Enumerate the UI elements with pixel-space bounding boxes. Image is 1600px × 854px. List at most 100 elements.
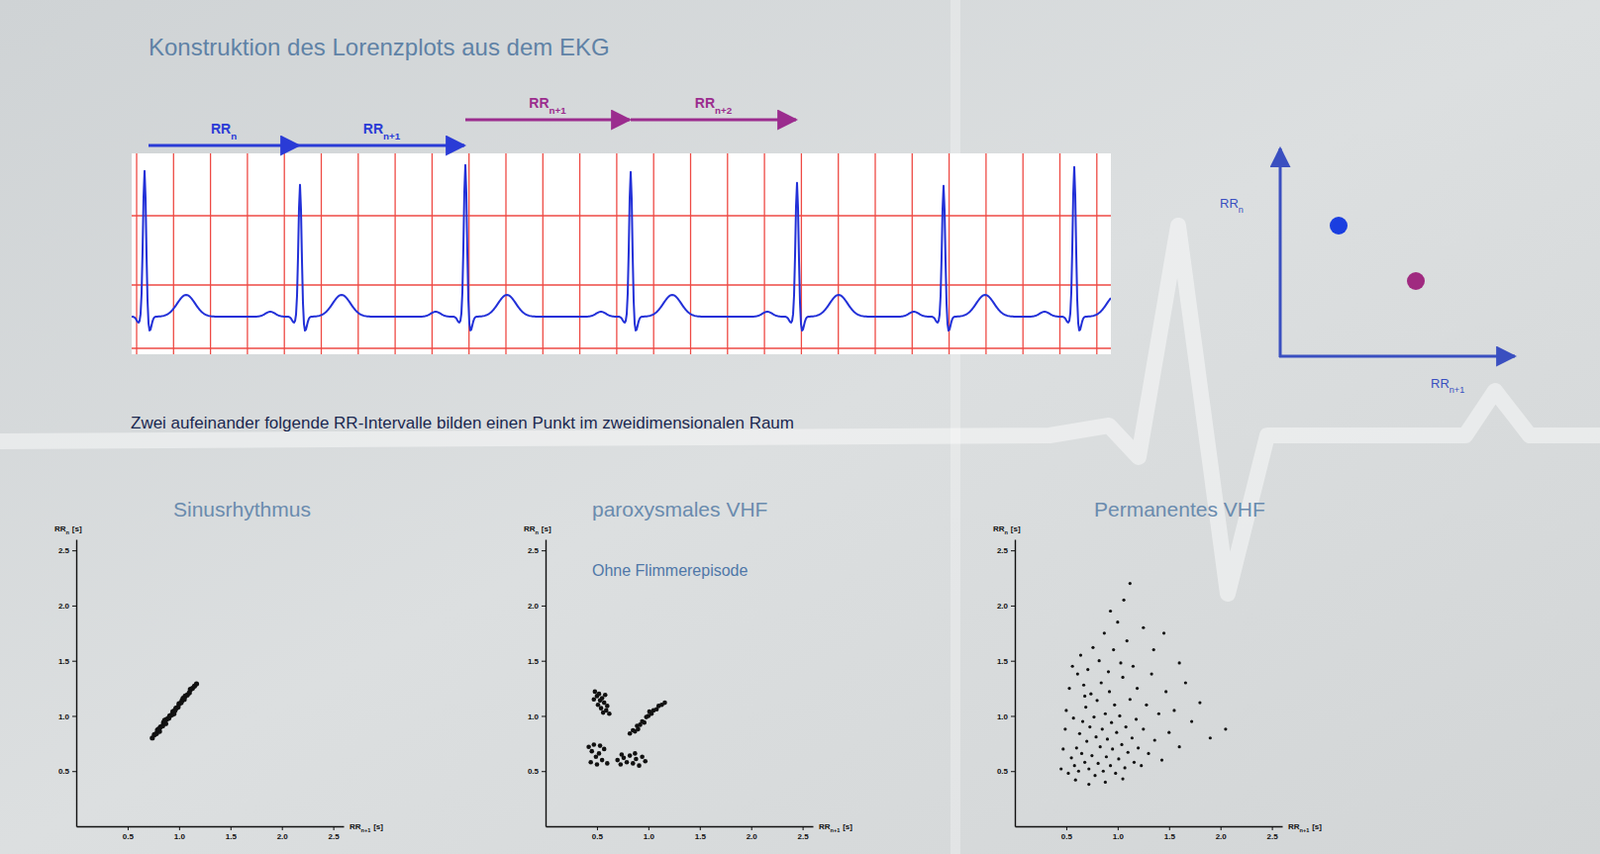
tick-label: 1.0 <box>58 712 71 722</box>
point <box>1121 599 1125 602</box>
interval-label: RRn+1 <box>528 95 567 116</box>
point <box>1141 727 1145 731</box>
x-axis-title-subscript: n+1 <box>1300 827 1310 834</box>
point <box>1124 725 1128 729</box>
interval-label-subscript: n+1 <box>383 130 401 142</box>
x-axis-title-base: RR <box>818 822 831 832</box>
tick-label: 1.5 <box>1164 832 1177 842</box>
tick: 2.5 <box>527 546 546 556</box>
tick: 0.5 <box>592 826 604 842</box>
tick-mark <box>1010 605 1015 607</box>
point <box>1132 761 1136 765</box>
stage: Konstruktion des Lorenzplots aus dem EKG… <box>0 0 1600 854</box>
tick-mark <box>1220 826 1222 831</box>
tick-mark <box>541 550 546 552</box>
tick: 0.5 <box>122 826 135 842</box>
interval-label-base: RR <box>528 95 549 111</box>
point <box>1146 752 1150 756</box>
point <box>162 717 168 723</box>
point <box>1162 631 1166 635</box>
tick-mark <box>72 605 77 607</box>
point <box>1071 665 1075 669</box>
point <box>1070 756 1074 760</box>
point <box>1091 646 1095 650</box>
tick: 1.5 <box>695 826 707 842</box>
point <box>1152 648 1156 652</box>
point <box>1066 772 1070 776</box>
point <box>1080 752 1084 756</box>
ecg-grid-line <box>246 153 248 355</box>
tick: 2.5 <box>328 826 341 842</box>
point <box>1144 703 1148 707</box>
y-axis-title: RRn[s] <box>54 524 83 536</box>
interval-label-base: RR <box>210 120 231 137</box>
background-decor <box>950 0 961 854</box>
tick-mark <box>1169 826 1171 831</box>
point <box>1119 743 1123 747</box>
tick: 0.5 <box>58 767 77 777</box>
tick-label: 1.5 <box>695 832 707 842</box>
point <box>592 697 598 702</box>
point <box>592 742 598 748</box>
tick: 2.5 <box>1267 826 1280 842</box>
point <box>595 762 600 768</box>
point <box>632 751 638 757</box>
point <box>636 763 642 769</box>
tick-label: 2.0 <box>527 601 540 611</box>
schematic-axis-label-subscript: n+1 <box>1449 385 1465 396</box>
tick-label: 1.0 <box>1112 832 1125 842</box>
tick-mark <box>282 826 284 831</box>
point <box>1083 761 1087 765</box>
point <box>1090 754 1094 758</box>
tick-label: 2.0 <box>58 601 71 611</box>
point <box>1109 721 1113 725</box>
point <box>1120 676 1124 680</box>
point <box>1114 731 1118 735</box>
point <box>589 749 595 755</box>
tick-label: 2.5 <box>798 832 810 842</box>
tick: 1.0 <box>1112 826 1125 842</box>
point <box>1164 690 1168 694</box>
point <box>1178 661 1182 665</box>
tick: 2.0 <box>58 601 77 611</box>
tick-mark <box>72 715 77 717</box>
point <box>1073 764 1077 768</box>
ecg-grid-line <box>690 153 692 355</box>
point <box>1115 620 1119 624</box>
y-axis-title-base: RR <box>523 524 536 534</box>
point <box>1104 755 1108 759</box>
ecg-grid-line <box>284 153 286 355</box>
panel-subtitle: Ohne Flimmerepisode <box>592 562 749 580</box>
tick-mark <box>541 771 546 773</box>
tick: 2.0 <box>997 601 1015 611</box>
interval-label-base: RR <box>695 95 715 111</box>
ecg-grid-line <box>726 153 728 355</box>
ecg-grid-line <box>131 347 1111 349</box>
point <box>1097 762 1100 766</box>
point <box>641 720 647 726</box>
point <box>1061 747 1065 751</box>
point <box>1063 727 1067 731</box>
scatter-panel: 0.51.01.52.02.50.51.01.52.02.5RRn+1[s]RR… <box>523 498 853 842</box>
ecg-grid-line <box>542 153 544 355</box>
point <box>1059 767 1063 771</box>
points <box>149 682 200 742</box>
x-axis: 0.51.01.52.02.5 <box>77 826 345 842</box>
point <box>1110 747 1114 751</box>
y-axis-title-base: RR <box>54 524 67 534</box>
ecg-grid-line <box>209 153 211 355</box>
axis-line <box>76 540 78 828</box>
tick-label: 1.5 <box>58 657 71 667</box>
point <box>1117 714 1121 718</box>
tick-label: 2.0 <box>746 832 759 842</box>
x-axis-title-base: RR <box>1288 822 1300 832</box>
ecg-grid-line <box>615 153 617 355</box>
point <box>1099 745 1102 749</box>
scatter-panel: 0.51.01.52.02.50.51.01.52.02.5RRn+1[s]RR… <box>54 498 384 842</box>
point <box>627 753 633 759</box>
ecg-paper <box>131 153 1111 355</box>
point <box>1190 719 1194 723</box>
tick: 2.5 <box>798 826 810 842</box>
y-axis-title: RRn[s] <box>523 524 552 536</box>
tick-mark <box>1010 771 1015 773</box>
